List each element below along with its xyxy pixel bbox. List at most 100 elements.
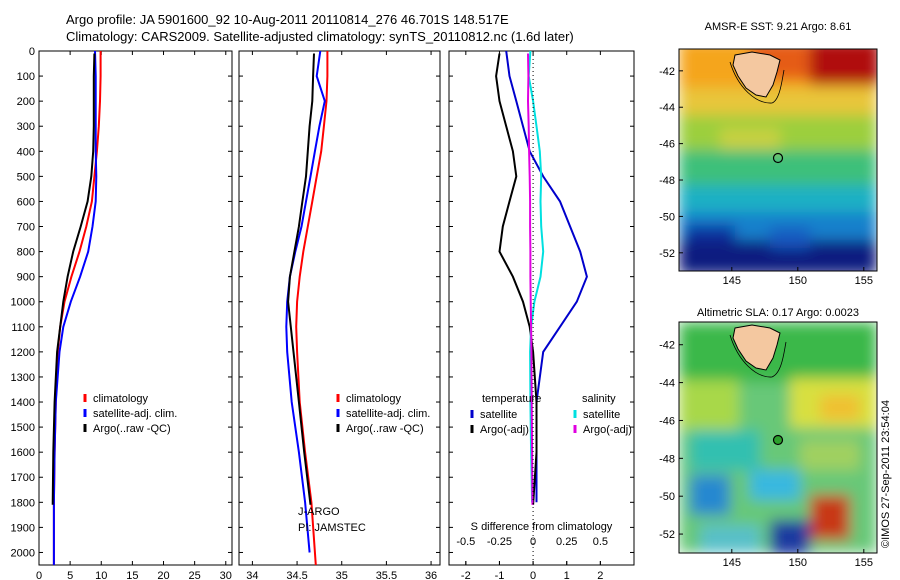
sst-argo-marker bbox=[772, 152, 784, 164]
diff-salinity-tick-label: 0 bbox=[530, 536, 536, 548]
salinity-axes-frame bbox=[238, 50, 441, 566]
temperature-xtick-label: 15 bbox=[126, 570, 138, 580]
depth-tick-label: 300 bbox=[17, 121, 35, 133]
sst-map bbox=[679, 49, 877, 271]
figure-title-line2: Climatology: CARS2009. Satellite-adjuste… bbox=[66, 29, 574, 44]
depth-tick-label: 1500 bbox=[11, 422, 35, 434]
diff-legend-label: Argo(-adj) bbox=[480, 424, 529, 436]
temperature-xtick-label: 25 bbox=[189, 570, 201, 580]
depth-tick-label: 1000 bbox=[11, 297, 35, 309]
depth-tick-label: 200 bbox=[17, 96, 35, 108]
salinity-xtick-label: 34.5 bbox=[286, 570, 307, 580]
diff-salinity-tick-label: 0.5 bbox=[593, 536, 608, 548]
salinity-xtick-label: 34 bbox=[246, 570, 258, 580]
sst_map-xtick-label: 155 bbox=[855, 275, 873, 287]
temperature-series-line bbox=[51, 53, 96, 505]
sst-map-title: AMSR-E SST: 9.21 Argo: 8.61 bbox=[705, 21, 852, 33]
depth-tick-label: 100 bbox=[17, 71, 35, 83]
temperature-series-line bbox=[52, 50, 98, 565]
temperature-xtick-label: 20 bbox=[157, 570, 169, 580]
depth-tick-label: 0 bbox=[29, 46, 35, 58]
salinity-xtick-label: 36 bbox=[425, 570, 437, 580]
depth-tick-label: 1600 bbox=[11, 447, 35, 459]
diff-legend-label: Argo(-adj) bbox=[583, 424, 632, 436]
difference-series-line bbox=[495, 53, 538, 505]
sst_map-ytick-label: -52 bbox=[659, 248, 675, 260]
temperature-xtick-label: 5 bbox=[67, 570, 73, 580]
salinity-xtick-label: 35 bbox=[336, 570, 348, 580]
temperature-legend-label: climatology bbox=[93, 393, 149, 405]
diff-legend-title-salinity: salinity bbox=[582, 393, 616, 405]
temperature-legend-label: satellite-adj. clim. bbox=[93, 408, 177, 420]
diff-salinity-tick-label: -0.25 bbox=[487, 536, 512, 548]
sla_map-xtick-label: 155 bbox=[855, 557, 873, 569]
diff-salinity-xlabel: S difference from climatology bbox=[471, 521, 613, 533]
depth-tick-label: 1100 bbox=[11, 322, 35, 334]
depth-tick-label: 1400 bbox=[11, 397, 35, 409]
salinity-series-line bbox=[285, 50, 326, 553]
sst_map-ytick-label: -42 bbox=[659, 66, 675, 78]
temperature-xtick-label: 10 bbox=[95, 570, 107, 580]
sst_map-ytick-label: -44 bbox=[659, 102, 675, 114]
sst_map-ytick-label: -48 bbox=[659, 175, 675, 187]
temperature-legend-label: Argo(..raw -QC) bbox=[93, 423, 171, 435]
salinity-series-line bbox=[295, 51, 329, 566]
sst_map-ytick-label: -46 bbox=[659, 139, 675, 151]
salinity-xtick-label: 35.5 bbox=[376, 570, 397, 580]
difference-xtick-label: 1 bbox=[564, 570, 570, 580]
depth-tick-label: 2000 bbox=[11, 547, 35, 559]
pi-annotation: PI: JAMSTEC bbox=[298, 522, 366, 534]
depth-tick-label: 400 bbox=[17, 146, 35, 158]
sst_map-ytick-label: -50 bbox=[659, 211, 675, 223]
depth-tick-label: 900 bbox=[17, 272, 35, 284]
sla_map-ytick-label: -48 bbox=[659, 453, 675, 465]
sst_map-xtick-label: 145 bbox=[723, 275, 741, 287]
diff-legend-label: satellite bbox=[480, 409, 517, 421]
sla_map-ytick-label: -50 bbox=[659, 491, 675, 503]
salinity-legend-label: Argo(..raw -QC) bbox=[346, 423, 424, 435]
depth-tick-label: 1800 bbox=[11, 497, 35, 509]
depth-tick-label: 700 bbox=[17, 222, 35, 234]
difference-xtick-label: -2 bbox=[461, 570, 471, 580]
sla-map-title: Altimetric SLA: 0.17 Argo: 0.0023 bbox=[697, 307, 859, 319]
sla_map-xtick-label: 150 bbox=[789, 557, 807, 569]
sla_map-ytick-label: -52 bbox=[659, 529, 675, 541]
sla-argo-marker bbox=[772, 434, 784, 446]
depth-tick-label: 600 bbox=[17, 196, 35, 208]
difference-xtick-label: 0 bbox=[530, 570, 536, 580]
diff-salinity-tick-label: 0.25 bbox=[556, 536, 577, 548]
salinity-legend-label: climatology bbox=[346, 393, 402, 405]
difference-xtick-label: -1 bbox=[495, 570, 505, 580]
depth-tick-label: 1300 bbox=[11, 372, 35, 384]
depth-tick-label: 500 bbox=[17, 171, 35, 183]
difference-axes-frame bbox=[448, 50, 635, 566]
difference-xtick-label: 2 bbox=[597, 570, 603, 580]
sla_map-ytick-label: -42 bbox=[659, 340, 675, 352]
difference-series-line bbox=[526, 53, 534, 505]
imos-stamp: ©IMOS 27-Sep-2011 23:54:04 bbox=[880, 400, 892, 548]
sla-map-frame bbox=[678, 321, 878, 554]
figure-title-line1: Argo profile: JA 5901600_92 10-Aug-2011 … bbox=[66, 12, 509, 27]
difference-series-line bbox=[527, 50, 545, 503]
salinity-legend-label: satellite-adj. clim. bbox=[346, 408, 430, 420]
diff-salinity-tick-label: -0.5 bbox=[456, 536, 475, 548]
tasmania-shape-2 bbox=[732, 324, 781, 371]
sst-map-frame bbox=[678, 48, 878, 272]
depth-tick-label: 800 bbox=[17, 247, 35, 259]
sst_map-xtick-label: 150 bbox=[789, 275, 807, 287]
depth-tick-label: 1900 bbox=[11, 522, 35, 534]
temperature-xtick-label: 0 bbox=[36, 570, 42, 580]
diff-legend-title-temperature: temperature bbox=[482, 393, 541, 405]
diff-legend-label: satellite bbox=[583, 409, 620, 421]
sla-map bbox=[679, 322, 877, 553]
salinity-series-line bbox=[287, 53, 315, 505]
sla_map-xtick-label: 145 bbox=[723, 557, 741, 569]
bathymetry-contour bbox=[729, 61, 785, 104]
sla_map-ytick-label: -44 bbox=[659, 378, 675, 390]
bathymetry-contour-2 bbox=[729, 334, 787, 378]
tasmania-shape bbox=[732, 51, 781, 98]
temperature-xtick-label: 30 bbox=[220, 570, 232, 580]
depth-tick-label: 1200 bbox=[11, 347, 35, 359]
sla_map-ytick-label: -46 bbox=[659, 415, 675, 427]
